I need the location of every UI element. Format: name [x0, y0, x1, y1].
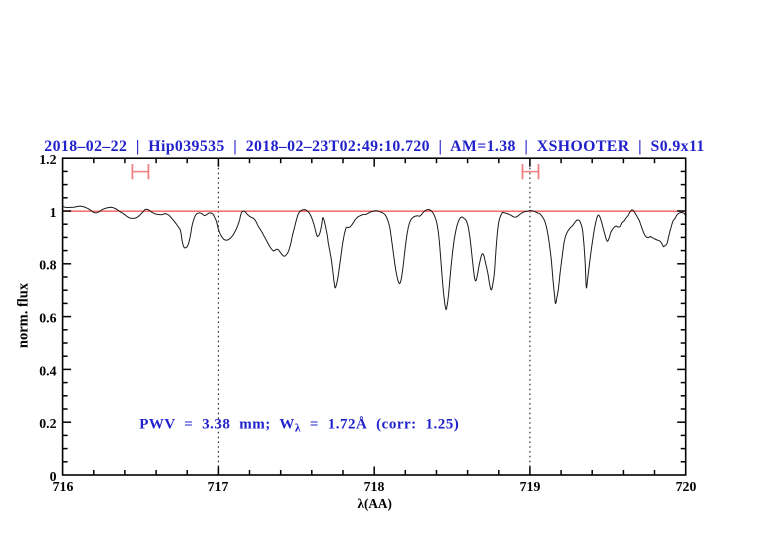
svg-text:0.4: 0.4 [39, 363, 56, 378]
svg-text:2018–02–22 | Hip039535 | 2018–: 2018–02–22 | Hip039535 | 2018–02–23T02:4… [44, 138, 704, 155]
svg-text:norm. flux: norm. flux [16, 282, 32, 348]
svg-text:720: 720 [676, 479, 697, 494]
svg-text:0.6: 0.6 [39, 311, 56, 326]
svg-text:0: 0 [50, 469, 57, 484]
svg-text:λ(AA): λ(AA) [358, 496, 392, 511]
svg-text:PWV = 3.38 mm; Wλ = 1.72Å (cor: PWV = 3.38 mm; Wλ = 1.72Å (corr: 1.25) [139, 417, 459, 435]
svg-text:716: 716 [53, 479, 74, 494]
svg-text:1: 1 [50, 205, 57, 220]
svg-text:0.8: 0.8 [39, 258, 56, 273]
svg-text:717: 717 [208, 479, 229, 494]
svg-text:719: 719 [520, 479, 541, 494]
svg-text:0.2: 0.2 [39, 416, 56, 431]
svg-text:718: 718 [364, 479, 385, 494]
svg-text:1.2: 1.2 [39, 152, 56, 167]
